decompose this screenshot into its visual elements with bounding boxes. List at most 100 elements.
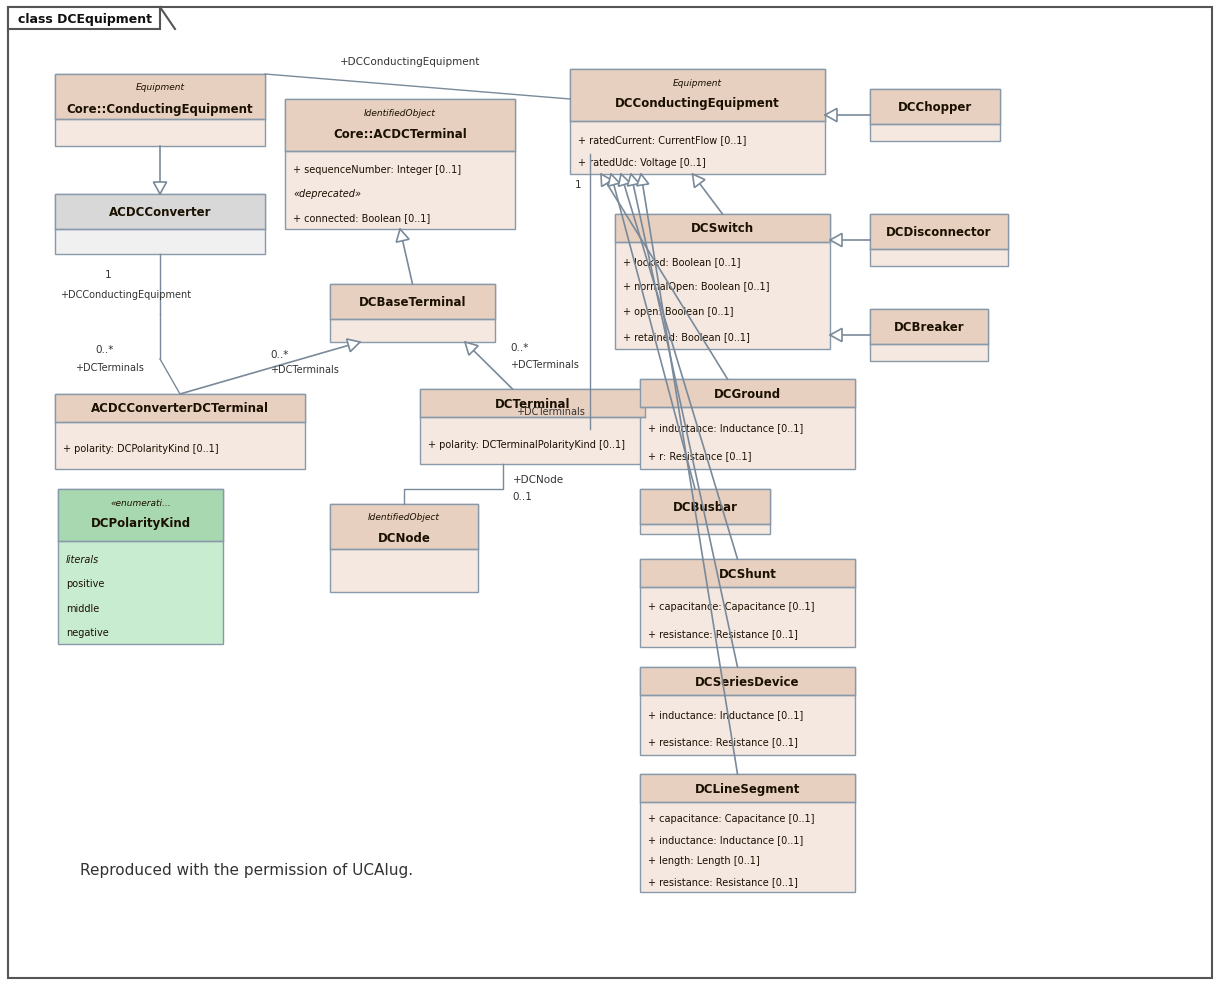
Text: +DCTerminals: +DCTerminals — [516, 406, 586, 416]
Text: 0..1: 0..1 — [512, 491, 532, 502]
Text: DCChopper: DCChopper — [898, 101, 972, 114]
Text: DCPolarityKind: DCPolarityKind — [90, 517, 190, 529]
Text: «enumerati...: «enumerati... — [110, 498, 171, 507]
Polygon shape — [601, 175, 612, 187]
Text: IdentifiedObject: IdentifiedObject — [368, 513, 440, 522]
Bar — [870, 215, 1008, 267]
Text: ACDCConverterDCTerminal: ACDCConverterDCTerminal — [92, 402, 268, 415]
Text: + retained: Boolean [0..1]: + retained: Boolean [0..1] — [623, 332, 750, 342]
Text: DCTerminal: DCTerminal — [495, 397, 570, 410]
Bar — [329, 505, 478, 593]
Bar — [420, 389, 645, 464]
Text: + inductance: Inductance [0..1]: + inductance: Inductance [0..1] — [648, 835, 803, 845]
Polygon shape — [830, 234, 842, 247]
Bar — [640, 380, 855, 407]
Bar — [9, 8, 160, 30]
Text: DCGround: DCGround — [714, 387, 781, 400]
Polygon shape — [608, 175, 620, 187]
Bar — [420, 389, 645, 418]
Polygon shape — [825, 109, 837, 122]
Text: +DCConductingEquipment: +DCConductingEquipment — [60, 290, 192, 300]
Text: negative: negative — [66, 627, 109, 637]
Text: + ratedUdc: Voltage [0..1]: + ratedUdc: Voltage [0..1] — [578, 158, 705, 168]
Text: DCBaseTerminal: DCBaseTerminal — [359, 296, 466, 309]
Text: + inductance: Inductance [0..1]: + inductance: Inductance [0..1] — [648, 423, 803, 433]
Text: DCBusbar: DCBusbar — [672, 501, 738, 514]
Bar — [55, 394, 305, 469]
Bar — [285, 100, 515, 230]
Bar — [329, 285, 495, 343]
Polygon shape — [346, 339, 360, 352]
Text: + polarity: DCPolarityKind [0..1]: + polarity: DCPolarityKind [0..1] — [63, 444, 218, 454]
Text: + polarity: DCTerminalPolarityKind [0..1]: + polarity: DCTerminalPolarityKind [0..1… — [428, 439, 625, 449]
Polygon shape — [830, 329, 842, 342]
Text: + inductance: Inductance [0..1]: + inductance: Inductance [0..1] — [648, 710, 803, 720]
Bar — [615, 215, 830, 243]
Text: «deprecated»: «deprecated» — [293, 188, 361, 199]
Text: IdentifiedObject: IdentifiedObject — [364, 108, 436, 117]
Text: 1: 1 — [105, 270, 111, 280]
Text: ACDCConverter: ACDCConverter — [109, 206, 211, 219]
Polygon shape — [154, 182, 167, 195]
Text: + capacitance: Capacitance [0..1]: + capacitance: Capacitance [0..1] — [648, 601, 815, 612]
Text: Reproduced with the permission of UCAIug.: Reproduced with the permission of UCAIug… — [81, 862, 414, 877]
Bar — [640, 380, 855, 469]
Bar — [59, 489, 223, 541]
Text: + sequenceNumber: Integer [0..1]: + sequenceNumber: Integer [0..1] — [293, 165, 461, 175]
Bar — [285, 100, 515, 152]
Text: + resistance: Resistance [0..1]: + resistance: Resistance [0..1] — [648, 877, 798, 886]
Text: +DCConductingEquipment: +DCConductingEquipment — [340, 57, 481, 67]
Text: + capacitance: Capacitance [0..1]: + capacitance: Capacitance [0..1] — [648, 813, 815, 823]
Bar — [870, 310, 988, 362]
Text: positive: positive — [66, 579, 105, 589]
Text: + resistance: Resistance [0..1]: + resistance: Resistance [0..1] — [648, 629, 798, 639]
Bar — [640, 668, 855, 755]
Bar — [640, 559, 855, 588]
Polygon shape — [693, 175, 705, 188]
Text: DCConductingEquipment: DCConductingEquipment — [615, 98, 780, 110]
Text: literals: literals — [66, 554, 99, 565]
Text: + ratedCurrent: CurrentFlow [0..1]: + ratedCurrent: CurrentFlow [0..1] — [578, 135, 747, 145]
Bar — [55, 75, 265, 120]
Bar — [640, 489, 770, 525]
Polygon shape — [619, 175, 630, 187]
Bar — [55, 195, 265, 230]
Polygon shape — [396, 230, 409, 243]
Text: 0..*: 0..* — [95, 345, 113, 355]
Text: + resistance: Resistance [0..1]: + resistance: Resistance [0..1] — [648, 737, 798, 746]
Text: +DCTerminals: +DCTerminals — [270, 365, 339, 375]
Text: + normalOpen: Boolean [0..1]: + normalOpen: Boolean [0..1] — [623, 282, 770, 292]
Text: Core::ConductingEquipment: Core::ConductingEquipment — [67, 103, 254, 115]
Bar — [59, 489, 223, 644]
Text: Core::ACDCTerminal: Core::ACDCTerminal — [333, 127, 467, 140]
Bar — [615, 215, 830, 350]
Text: Equipment: Equipment — [135, 84, 184, 93]
Bar — [570, 70, 825, 122]
Polygon shape — [637, 175, 649, 186]
Text: DCLineSegment: DCLineSegment — [695, 782, 800, 795]
Bar — [55, 75, 265, 147]
Text: middle: middle — [66, 603, 99, 613]
Text: + open: Boolean [0..1]: + open: Boolean [0..1] — [623, 307, 733, 317]
Bar — [640, 774, 855, 803]
Text: + length: Length [0..1]: + length: Length [0..1] — [648, 856, 760, 866]
Text: + connected: Boolean [0..1]: + connected: Boolean [0..1] — [293, 213, 431, 223]
Text: DCSwitch: DCSwitch — [691, 222, 754, 236]
Polygon shape — [465, 343, 478, 356]
Text: +DCTerminals: +DCTerminals — [74, 363, 144, 373]
Bar — [570, 70, 825, 175]
Text: DCSeriesDevice: DCSeriesDevice — [695, 674, 800, 688]
Bar — [640, 774, 855, 892]
Text: 0..*: 0..* — [270, 350, 288, 360]
Text: + locked: Boolean [0..1]: + locked: Boolean [0..1] — [623, 256, 741, 266]
Text: +DCTerminals: +DCTerminals — [510, 360, 578, 370]
Text: class DCEquipment: class DCEquipment — [18, 14, 152, 27]
Text: 0..*: 0..* — [510, 343, 528, 353]
Text: 1: 1 — [575, 179, 582, 190]
Bar — [640, 559, 855, 648]
Bar — [55, 195, 265, 254]
Bar — [55, 394, 305, 423]
Bar — [640, 668, 855, 695]
Polygon shape — [627, 175, 639, 186]
Bar — [329, 505, 478, 549]
